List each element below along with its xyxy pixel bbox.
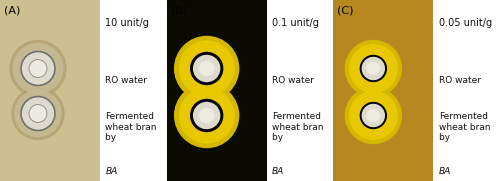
Circle shape: [362, 104, 384, 127]
Circle shape: [362, 58, 384, 79]
Text: RO water: RO water: [272, 76, 314, 85]
Circle shape: [15, 91, 61, 136]
Text: (B): (B): [170, 5, 187, 15]
Circle shape: [180, 88, 234, 143]
Text: 0.05 unit/g: 0.05 unit/g: [438, 18, 492, 28]
Circle shape: [350, 92, 397, 139]
Circle shape: [12, 87, 64, 140]
Circle shape: [346, 41, 402, 96]
Circle shape: [368, 62, 380, 75]
Circle shape: [200, 108, 213, 123]
Circle shape: [194, 56, 220, 81]
Circle shape: [200, 62, 213, 75]
Circle shape: [368, 110, 380, 121]
Circle shape: [346, 87, 402, 144]
Circle shape: [194, 102, 220, 129]
Text: RO water: RO water: [438, 76, 480, 85]
Text: RO water: RO water: [106, 76, 148, 85]
Circle shape: [190, 100, 222, 132]
Circle shape: [29, 104, 47, 123]
Text: Fermented
wheat bran
by: Fermented wheat bran by: [106, 112, 157, 142]
Circle shape: [180, 41, 234, 96]
Circle shape: [10, 41, 66, 96]
Text: Fermented
wheat bran
by: Fermented wheat bran by: [272, 112, 324, 142]
Bar: [334, 0, 434, 181]
Text: BA: BA: [438, 167, 451, 176]
Text: BA: BA: [106, 167, 118, 176]
Circle shape: [21, 96, 55, 131]
Circle shape: [360, 102, 386, 129]
Circle shape: [190, 52, 222, 85]
Circle shape: [174, 83, 238, 148]
Text: (A): (A): [4, 5, 20, 15]
Circle shape: [360, 56, 386, 81]
Text: 10 unit/g: 10 unit/g: [106, 18, 149, 28]
Circle shape: [14, 44, 62, 93]
Circle shape: [29, 60, 47, 77]
Circle shape: [350, 45, 397, 92]
Text: 0.1 unit/g: 0.1 unit/g: [272, 18, 319, 28]
Text: Fermented
wheat bran
by: Fermented wheat bran by: [438, 112, 490, 142]
Bar: [0, 0, 100, 181]
Circle shape: [21, 52, 55, 85]
Circle shape: [174, 37, 238, 100]
Text: (C): (C): [338, 5, 354, 15]
Text: BA: BA: [272, 167, 284, 176]
Bar: [166, 0, 266, 181]
